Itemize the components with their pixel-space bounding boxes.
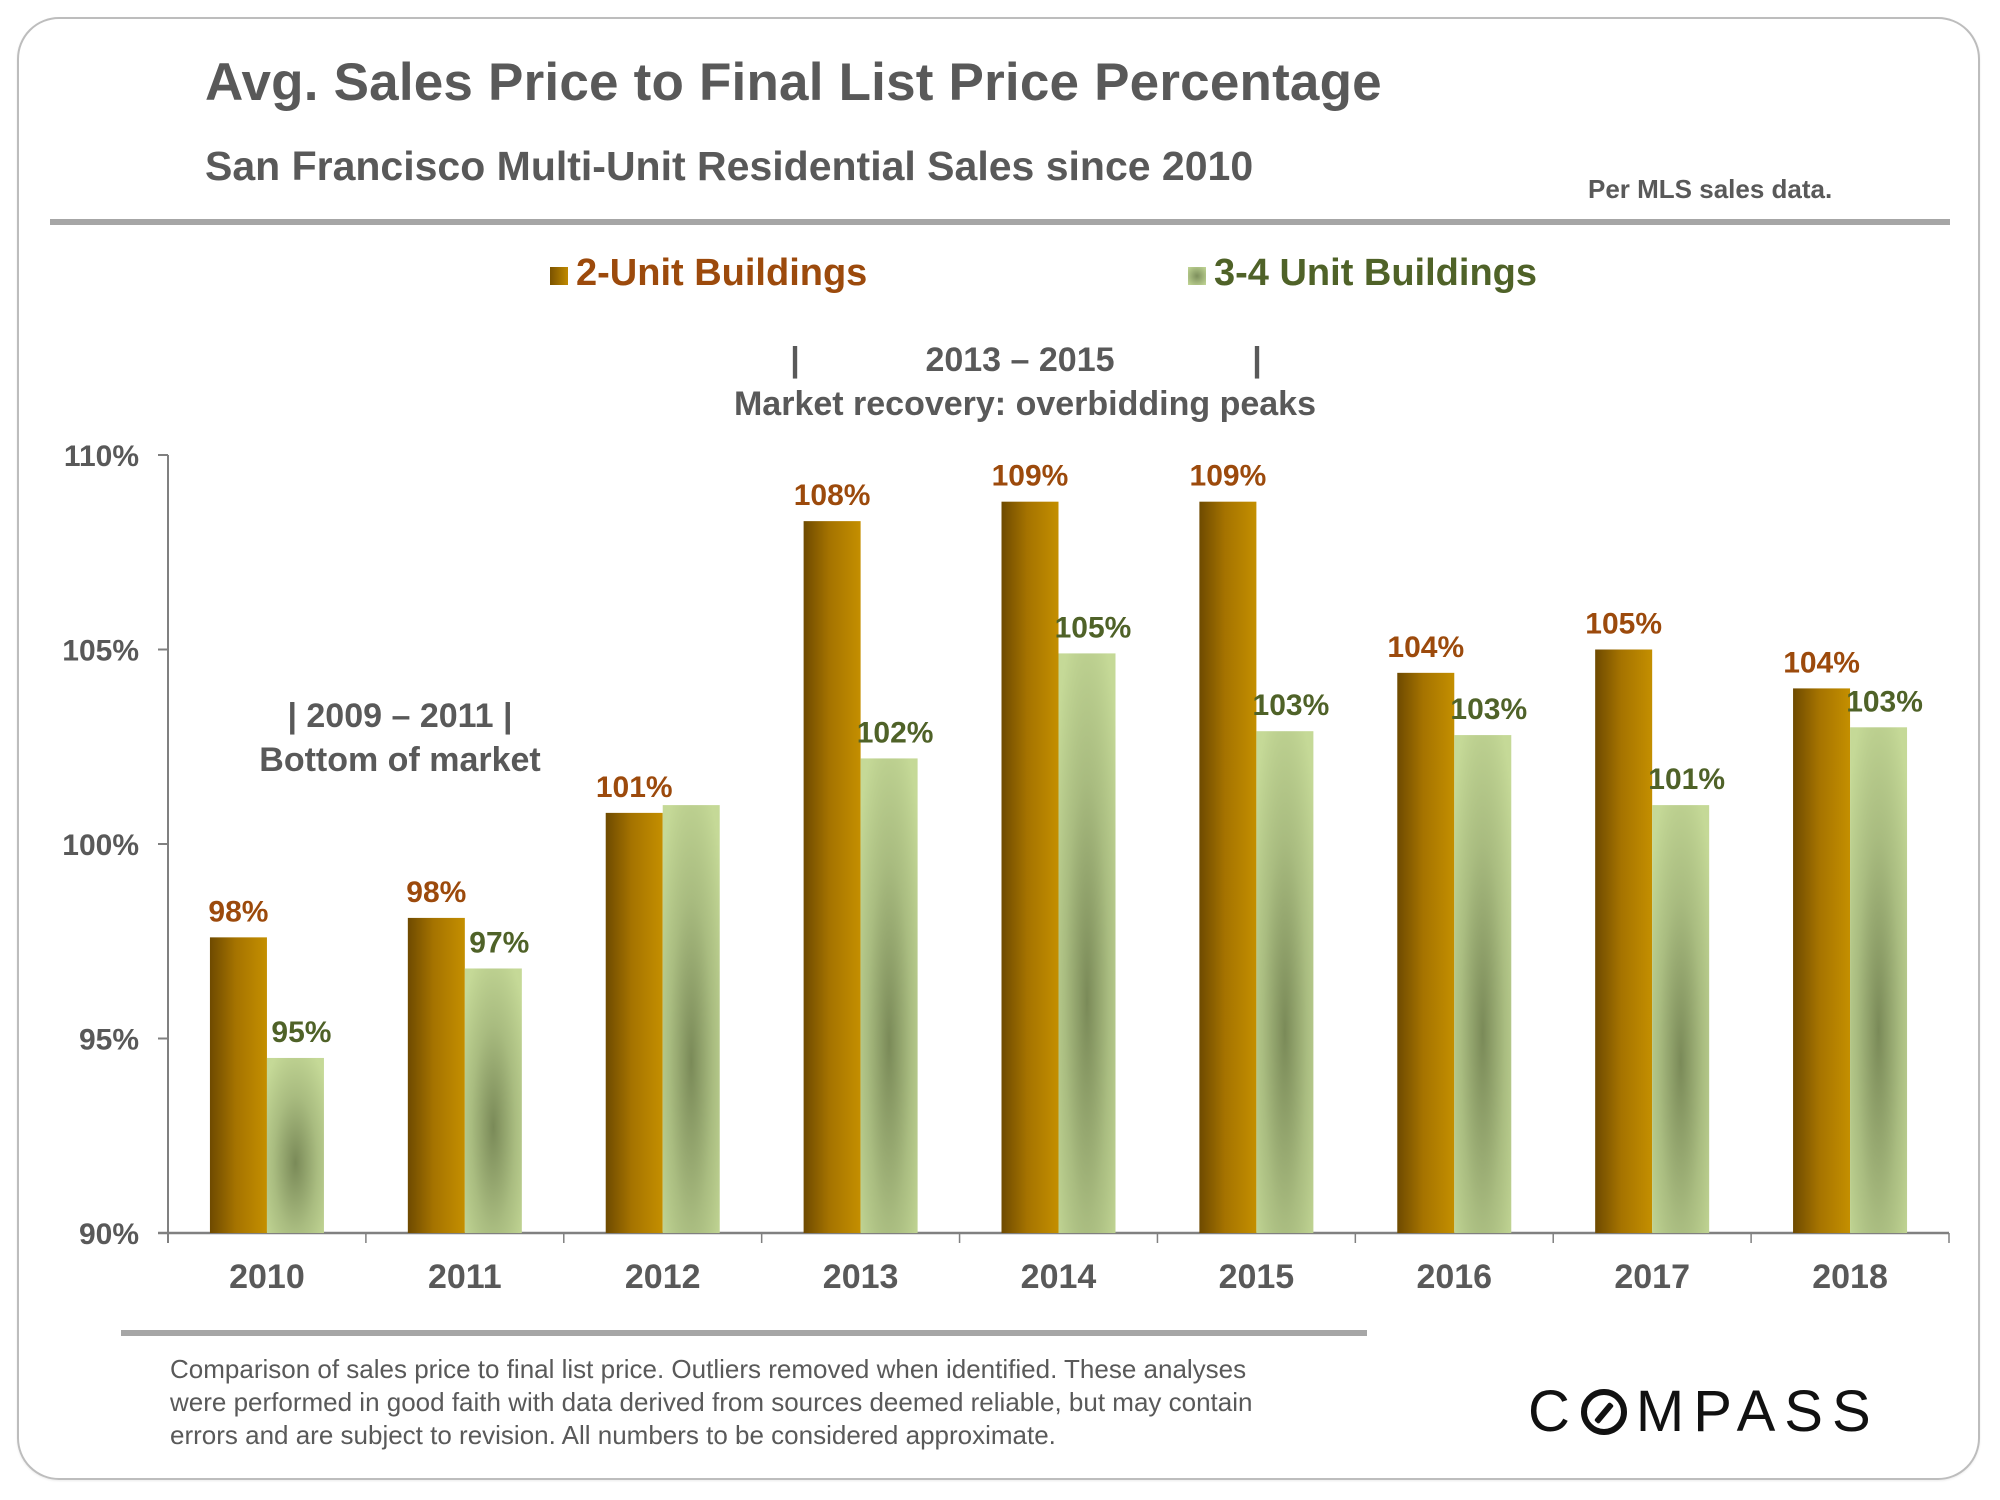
bar-2-unit [1199,501,1257,1233]
data-label-3-4-unit: 102% [857,716,934,749]
x-tick-label: 2013 [823,1258,899,1296]
data-label-3-4-unit: 95% [271,1016,331,1049]
legend-item-3-4-unit: 3-4 Unit Buildings [1188,252,1537,295]
x-tick-label: 2016 [1416,1258,1492,1296]
data-label-2-unit: 109% [992,460,1069,493]
bar-3-4-unit [1058,653,1116,1233]
data-label-2-unit: 108% [794,479,871,512]
x-tick-label: 2010 [229,1258,305,1296]
labels: 98% 98% 101% 108% 109% 109% 104% 105% 104% 95% 97%… [208,460,1923,1049]
bar-3-4-unit [662,805,720,1233]
logo-text-end: MPASS [1635,1379,1880,1444]
bar-2-unit [605,812,663,1233]
x-tick-label: 2017 [1614,1258,1690,1296]
bar-3-4-unit [860,758,918,1233]
data-label-3-4-unit: 103% [1253,689,1330,722]
x-tick-label: 2012 [625,1258,701,1296]
recovery-bracket-right: | [1252,341,1262,379]
y-tick-label: 100% [62,829,139,862]
recovery-label: Market recovery: overbidding peaks [733,385,1316,423]
x-tick-label: 2014 [1021,1258,1097,1296]
y-tick-label: 95% [79,1024,139,1057]
y-tick-label: 90% [79,1218,139,1251]
legend-label-3-4-unit: 3-4 Unit Buildings [1214,252,1537,294]
y-tick-label: 110% [64,440,139,473]
bar-3-4-unit [1454,735,1512,1233]
data-label-2-unit: 98% [208,895,268,928]
data-label-3-4-unit: 101% [1648,763,1725,796]
data-label-2-unit: 104% [1387,631,1464,664]
footer-divider [121,1330,1367,1336]
recovery-range: 2013 – 2015 [925,341,1115,379]
source-note: Per MLS sales data. [1588,174,1833,204]
data-label-3-4-unit: 105% [1055,611,1132,644]
bar-3-4-unit [464,968,522,1233]
logo-text-start: C [1528,1379,1579,1444]
data-label-3-4-unit: 103% [1450,693,1527,726]
bar-3-4-unit [1652,805,1710,1233]
disclaimer: Comparison of sales price to final list … [170,1353,1370,1452]
header-divider [50,219,1950,225]
legend-swatch-2-unit-icon [550,266,568,285]
legend-item-2-unit: 2-Unit Buildings [550,252,867,295]
axes: 90% 95% 100% 105% 110% 2010 2011 2012 2013 2014 20… [62,440,1950,1296]
bar-3-4-unit [266,1057,324,1233]
data-label-2-unit: 101% [596,771,673,804]
bottom-range: | 2009 – 2011 | [287,697,513,735]
bar-3-4-unit [1850,727,1908,1233]
data-label-3-4-unit: 103% [1846,685,1923,718]
legend-label-2-unit: 2-Unit Buildings [576,252,868,294]
bar-2-unit [1001,501,1059,1233]
chart-subtitle: San Francisco Multi-Unit Residential Sal… [205,143,1254,189]
disclaimer-line: were performed in good faith with data d… [170,1387,1253,1417]
bar-2-unit [1397,672,1455,1233]
legend-swatch-3-4-unit-icon [1188,266,1206,285]
bars [209,501,1908,1233]
disclaimer-line: Comparison of sales price to final list … [170,1354,1247,1384]
bar-2-unit [1793,688,1851,1233]
x-tick-label: 2011 [428,1258,502,1296]
bar-2-unit [803,521,861,1233]
compass-o-icon [1580,1388,1627,1435]
data-label-2-unit: 98% [406,876,466,909]
bar-2-unit [1595,649,1653,1233]
bar-2-unit [407,917,465,1233]
x-tick-label: 2018 [1812,1258,1888,1296]
bar-3-4-unit [1256,731,1314,1233]
data-label-2-unit: 109% [1190,460,1267,493]
compass-logo: C MPASS [1528,1378,1880,1445]
slide-card [17,17,1980,1480]
bottom-label: Bottom of market [259,741,541,779]
data-label-3-4-unit: 97% [469,926,529,959]
recovery-bracket-left: | [790,341,800,379]
y-tick-label: 105% [62,635,139,668]
bar-2-unit [209,937,267,1233]
disclaimer-line: errors and are subject to revision. All … [170,1420,1056,1450]
data-label-2-unit: 105% [1585,608,1662,641]
chart-title: Avg. Sales Price to Final List Price Per… [205,53,1382,112]
x-tick-label: 2015 [1219,1258,1295,1296]
data-label-2-unit: 104% [1783,646,1860,679]
